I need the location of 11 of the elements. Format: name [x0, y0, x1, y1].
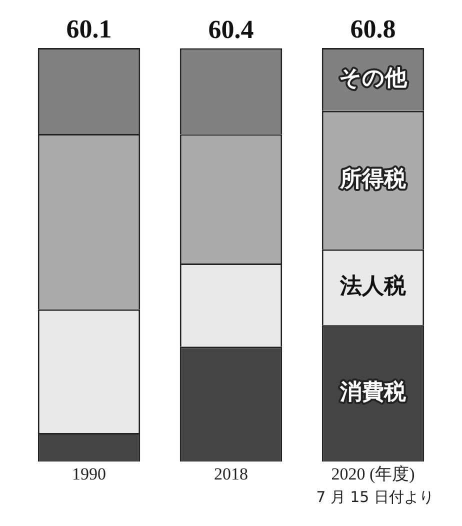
- series-label: その他: [339, 66, 408, 92]
- x-tick-label: 2018: [214, 464, 248, 484]
- series-label: 所得税: [339, 166, 407, 192]
- x-tick-label: 2020 (年度): [331, 464, 415, 484]
- text: 60.1: [66, 14, 112, 44]
- text: 60.4: [208, 14, 254, 44]
- x-tick-label: 1990: [72, 464, 106, 484]
- series-label: 消費税: [339, 380, 407, 406]
- series-label: 法人税: [339, 274, 407, 299]
- text: 60.8: [350, 14, 396, 44]
- text: 7 月 15 日付より: [315, 488, 435, 507]
